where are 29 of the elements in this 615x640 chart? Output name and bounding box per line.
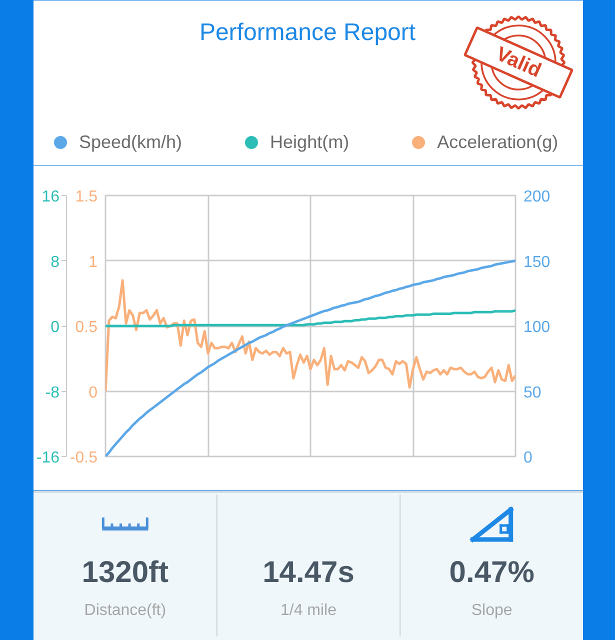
y3-tick-label: -8 — [45, 384, 60, 402]
text: 1320ft — [82, 556, 169, 589]
y2-tick-label: 100 — [524, 319, 550, 336]
line-series — [106, 260, 516, 456]
y3-tick-label: 0 — [50, 319, 60, 336]
category-label: Distance(ft) — [84, 602, 166, 619]
legend-label: Speed(km/h) — [79, 132, 182, 152]
line-series — [106, 279, 516, 392]
y2-tick-label: 50 — [524, 384, 542, 402]
y2-tick-label: 150 — [524, 254, 550, 271]
category-label: Slope — [471, 602, 512, 619]
y-tick-label: 1.5 — [75, 188, 98, 206]
y-tick-label: 1 — [88, 254, 98, 271]
y3-tick-label: 16 — [42, 188, 60, 206]
y-tick-label: -0.5 — [70, 450, 98, 466]
legend-label: Height(m) — [270, 132, 350, 152]
text: Valid — [492, 42, 544, 82]
legend-label: Acceleration(g) — [437, 132, 558, 152]
y2-tick-label: 0 — [524, 450, 532, 466]
category-label: 1/4 mile — [280, 602, 337, 619]
chart-title: Performance Report — [199, 19, 416, 46]
text: 14.47s — [262, 556, 354, 589]
y2-tick-label: 200 — [524, 188, 550, 206]
line-series — [106, 309, 516, 328]
y-tick-label: 0.5 — [75, 319, 98, 336]
text: 0.47% — [449, 556, 534, 589]
y3-tick-label: -16 — [36, 450, 60, 466]
y3-tick-label: 8 — [50, 254, 60, 271]
y-tick-label: 0 — [88, 384, 98, 402]
